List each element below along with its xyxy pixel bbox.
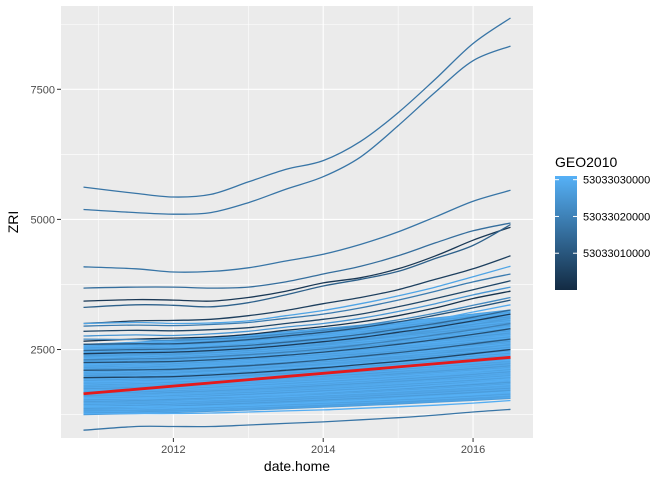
series-line	[83, 397, 511, 416]
series-line	[83, 189, 511, 273]
series-line	[83, 383, 511, 404]
series-line	[83, 383, 511, 404]
series-layer	[83, 17, 511, 431]
series-line	[83, 286, 511, 337]
series-line	[83, 322, 511, 361]
series-line	[83, 382, 511, 403]
series-line	[83, 348, 511, 379]
series-line	[83, 399, 511, 415]
x-axis-title: date.home	[264, 458, 330, 474]
y-tick-label: 5000	[31, 214, 55, 226]
series-line	[83, 352, 511, 380]
trend-line	[83, 355, 511, 396]
series-line	[83, 367, 511, 391]
series-line	[83, 45, 511, 215]
series-line	[83, 330, 511, 362]
series-line	[83, 377, 511, 400]
series-line	[83, 280, 511, 332]
series-line	[83, 378, 511, 400]
series-line	[83, 299, 511, 345]
x-tick-label: 2014	[311, 444, 335, 456]
x-tick-label: 2012	[161, 444, 185, 456]
series-line	[83, 377, 511, 399]
series-line	[83, 339, 511, 369]
x-axis-ticks: 2012 2014 2016	[161, 438, 485, 456]
legend-ticks: 53033010000 53033020000 53033030000	[555, 175, 650, 260]
series-line	[83, 385, 511, 404]
series-line	[83, 17, 511, 198]
series-line	[83, 304, 511, 348]
series-line	[83, 296, 511, 341]
y-tick-label: 2500	[31, 345, 55, 357]
grid-minor	[61, 6, 533, 438]
x-tick-label: 2016	[461, 444, 485, 456]
series-line	[83, 391, 511, 408]
legend-colorbar	[555, 176, 577, 290]
series-line	[83, 379, 511, 400]
series-line	[83, 343, 511, 375]
y-axis-ticks: 2500 5000 7500	[31, 84, 61, 357]
series-line	[83, 224, 511, 309]
series-line	[83, 255, 511, 325]
series-line	[83, 226, 511, 302]
y-axis-title: ZRI	[5, 211, 21, 234]
legend-label: 53033020000	[583, 211, 650, 223]
series-line	[83, 338, 511, 371]
legend: GEO2010 53033010000 53033020000 5303303000…	[555, 154, 650, 290]
series-line	[83, 395, 511, 412]
series-line	[83, 333, 511, 367]
legend-label: 53033010000	[583, 248, 650, 260]
series-line	[83, 328, 511, 364]
series-line	[83, 330, 511, 362]
series-line	[83, 313, 511, 355]
series-line	[83, 373, 511, 395]
series-line	[83, 273, 511, 327]
series-line	[83, 222, 511, 289]
series-line	[83, 334, 511, 365]
series-line	[83, 290, 511, 342]
highlight-layer	[83, 355, 511, 396]
series-line	[83, 362, 511, 387]
legend-label: 53033030000	[583, 175, 650, 187]
series-line	[83, 309, 511, 352]
legend-title: GEO2010	[555, 154, 617, 170]
series-line	[83, 265, 511, 325]
series-line	[83, 317, 511, 357]
series-line	[83, 388, 511, 408]
series-line	[83, 338, 511, 368]
y-tick-label: 7500	[31, 84, 55, 96]
series-line	[83, 408, 511, 431]
